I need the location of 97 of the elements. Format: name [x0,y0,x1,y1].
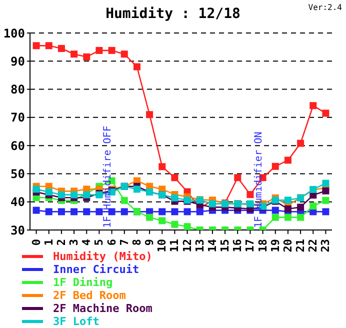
x-tick-label: 9 [143,239,156,246]
y-tick-label: 30 [10,223,25,238]
point [45,188,52,196]
legend-label: 3F Loft [53,315,100,328]
x-tick-label: 7 [118,239,131,246]
x-tick-label: 1 [42,238,56,246]
point [45,208,52,216]
point [32,42,40,50]
point [171,194,178,202]
point [83,208,90,216]
point [272,162,279,170]
x-tick-label: 5 [92,239,106,246]
point [322,180,330,187]
point [108,208,116,216]
annotation: 1F Humidifier ON [253,132,264,228]
point [284,156,292,164]
point [284,214,292,221]
x-tick-label: 18 [256,239,270,252]
point [158,208,166,216]
y-tick-label: 80 [10,82,25,97]
point [246,191,254,198]
point [133,186,140,193]
point [171,174,178,182]
x-tick-label: 2 [54,239,68,246]
point [45,42,52,50]
point [272,206,279,214]
point [146,214,154,221]
point [322,187,330,194]
x-tick-label: 16 [231,238,244,252]
x-tick-label: 21 [294,238,308,252]
point [70,191,78,198]
point [284,205,292,212]
x-tick-label: 10 [156,239,169,252]
x-tick-label: 0 [30,239,43,246]
y-tick-label: 90 [10,54,25,68]
point [146,111,154,118]
point [310,202,317,210]
x-tick-label: 19 [268,239,282,252]
text: Ver:2.4 [308,3,342,12]
x-tick-label: 8 [130,239,144,246]
point [208,200,216,208]
point [96,208,103,216]
y-tick-label: 100 [3,26,25,40]
point [58,208,65,216]
point [158,217,166,224]
point [171,220,178,228]
legend-label: Humidity (Mito) [53,250,152,263]
x-tick-label: 6 [105,238,118,246]
chart-title: Humidity : 12/18 [106,6,240,22]
point [70,208,78,216]
point [184,223,191,230]
point [58,44,65,52]
point [171,208,178,216]
x-tick-label: 23 [319,239,332,252]
point [297,140,304,147]
legend-label: 2F Bed Room [53,289,126,302]
legend-label: 1F Dining [53,276,113,289]
point [32,206,40,214]
point [297,214,304,221]
x-tick-label: 13 [193,239,206,252]
point [133,63,140,70]
point [297,204,304,211]
point [284,196,292,204]
point [184,208,191,216]
x-tick-label: 15 [218,239,232,252]
point [322,110,330,117]
x-tick-label: 4 [80,238,94,246]
point [272,214,279,221]
point [108,46,116,54]
annotation: 1F Humidifire OFF [102,126,114,228]
legend-label: 2F Machine Room [53,302,152,315]
point [96,46,103,54]
point [234,174,242,182]
point [120,50,128,58]
legend-label: Inner Circuit [53,263,140,276]
point [83,53,90,60]
x-tick-label: 14 [206,238,219,252]
point [120,208,128,216]
point [322,196,330,204]
point [196,208,204,216]
y-tick-label: 40 [10,195,25,210]
x-tick-label: 20 [281,239,294,252]
x-tick-label: 17 [244,239,257,252]
point [158,163,166,170]
y-tick-label: 50 [10,166,25,181]
point [310,102,317,110]
x-tick-label: 12 [180,239,194,252]
point [70,50,78,58]
y-tick-label: 70 [10,110,25,125]
x-tick-label: 11 [168,238,182,252]
y-tick-label: 60 [10,138,25,153]
point [120,196,128,204]
point [322,208,330,216]
x-tick-label: 3 [68,239,81,246]
point [32,186,40,193]
point [58,191,65,198]
x-tick-label: 22 [306,239,320,252]
